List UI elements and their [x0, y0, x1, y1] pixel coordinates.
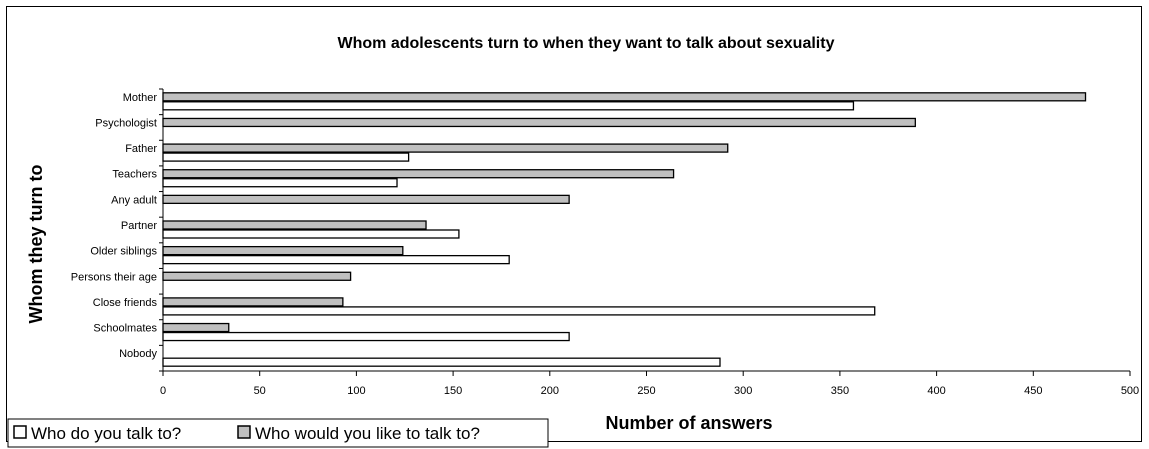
bar-like-to-talk-to-close-friends — [162, 297, 344, 307]
bar-like-to-talk-to-persons-their-age — [162, 271, 352, 281]
y-category-label: Close friends — [93, 297, 158, 309]
bar-like-to-talk-to-father — [162, 143, 729, 153]
y-category-label: Persons their age — [71, 271, 157, 283]
x-tick-label: 100 — [347, 385, 365, 397]
x-tick-label: 500 — [1121, 385, 1139, 397]
y-category-label: Teachers — [112, 169, 157, 181]
legend-swatch-talk-to — [13, 425, 27, 439]
bar-talk-to-schoolmates — [162, 331, 570, 342]
bar-talk-to-teachers — [162, 178, 398, 188]
y-category-label: Schoolmates — [93, 323, 157, 335]
x-tick-label: 400 — [927, 385, 945, 397]
y-category-label: Nobody — [119, 348, 157, 360]
y-category-label: Mother — [123, 92, 158, 104]
x-tick-label: 450 — [1024, 385, 1042, 397]
bar-like-to-talk-to-mother — [162, 92, 1087, 102]
plot-area: 0 50 100 150 200 250 300 350 400 450 500 Mother Psyc… — [71, 88, 1139, 397]
bar-like-to-talk-to-schoolmates — [162, 322, 230, 333]
x-tick-label: 50 — [254, 385, 266, 397]
legend-swatch-like-to-talk-to — [237, 425, 251, 439]
x-tick-label: 250 — [637, 385, 655, 397]
bar-talk-to-nobody — [162, 357, 721, 367]
y-category-label: Older siblings — [90, 246, 157, 258]
y-category-label: Partner — [121, 220, 157, 232]
legend-box — [7, 418, 549, 448]
chart-title: Whom adolescents turn to when they want … — [338, 35, 835, 52]
bar-like-to-talk-to-teachers — [162, 169, 675, 179]
legend-label-talk-to: Who do you talk to? — [31, 424, 181, 443]
bar-like-to-talk-to-partner — [162, 220, 427, 230]
y-category-label: Psychologist — [95, 117, 157, 129]
x-tick-label: 0 — [160, 385, 166, 397]
bar-talk-to-older-siblings — [162, 254, 510, 265]
x-tick-label: 300 — [734, 385, 752, 397]
y-axis-title: Whom they turn to — [26, 165, 46, 324]
bar-like-to-talk-to-older-siblings — [162, 245, 404, 256]
legend-label-like-to-talk-to: Who would you like to talk to? — [255, 424, 480, 443]
x-tick-label: 200 — [541, 385, 559, 397]
y-category-label: Any adult — [111, 194, 157, 206]
legend: Who do you talk to? Who would you like t… — [7, 418, 549, 448]
x-axis-title: Number of answers — [605, 413, 772, 433]
bar-like-to-talk-to-any-adult — [162, 194, 570, 205]
bar-talk-to-mother — [162, 101, 855, 111]
bar-talk-to-close-friends — [162, 306, 876, 316]
x-tick-label: 350 — [831, 385, 849, 397]
bar-talk-to-partner — [162, 229, 460, 239]
bar-like-to-talk-to-psychologist — [162, 117, 916, 128]
bar-talk-to-father — [162, 152, 410, 162]
x-tick-label: 150 — [444, 385, 462, 397]
y-category-label: Father — [125, 143, 157, 155]
